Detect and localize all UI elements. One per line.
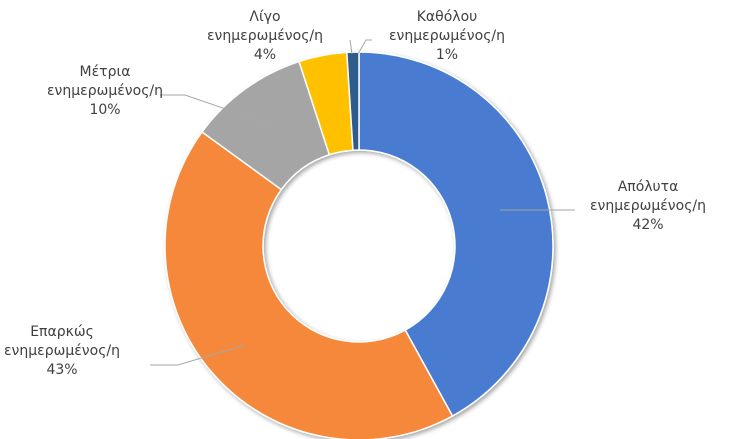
- slice-label: Καθόλου ενημερωμένος/η 1%: [382, 8, 512, 65]
- leader-line: [349, 39, 353, 55]
- category-label: Απόλυτα ενημερωμένος/η: [589, 179, 706, 214]
- leader-line: [357, 39, 372, 55]
- leader-line: [150, 344, 246, 366]
- category-label: Λίγο ενημερωμένος/η: [206, 9, 323, 44]
- donut-slice: [358, 51, 554, 418]
- slice-label: Μέτρια ενημερωμένος/η 10%: [40, 63, 170, 120]
- category-label: Καθόλου ενημερωμένος/η: [388, 9, 505, 44]
- value-label: 1%: [435, 47, 459, 63]
- category-label: Επαρκώς ενημερωμένος/η: [3, 324, 120, 359]
- slice-label: Απόλυτα ενημερωμένος/η 42%: [583, 178, 713, 235]
- donut-slice: [346, 51, 360, 151]
- value-label: 4%: [253, 47, 277, 63]
- slice-label: Επαρκώς ενημερωμένος/η 43%: [0, 323, 127, 380]
- donut-slice: [164, 130, 454, 439]
- value-label: 42%: [632, 217, 664, 233]
- leader-line: [160, 94, 273, 126]
- slice-label: Λίγο ενημερωμένος/η 4%: [200, 8, 330, 65]
- category-label: Μέτρια ενημερωμένος/η: [46, 64, 163, 99]
- value-label: 10%: [89, 102, 121, 118]
- value-label: 43%: [46, 362, 78, 378]
